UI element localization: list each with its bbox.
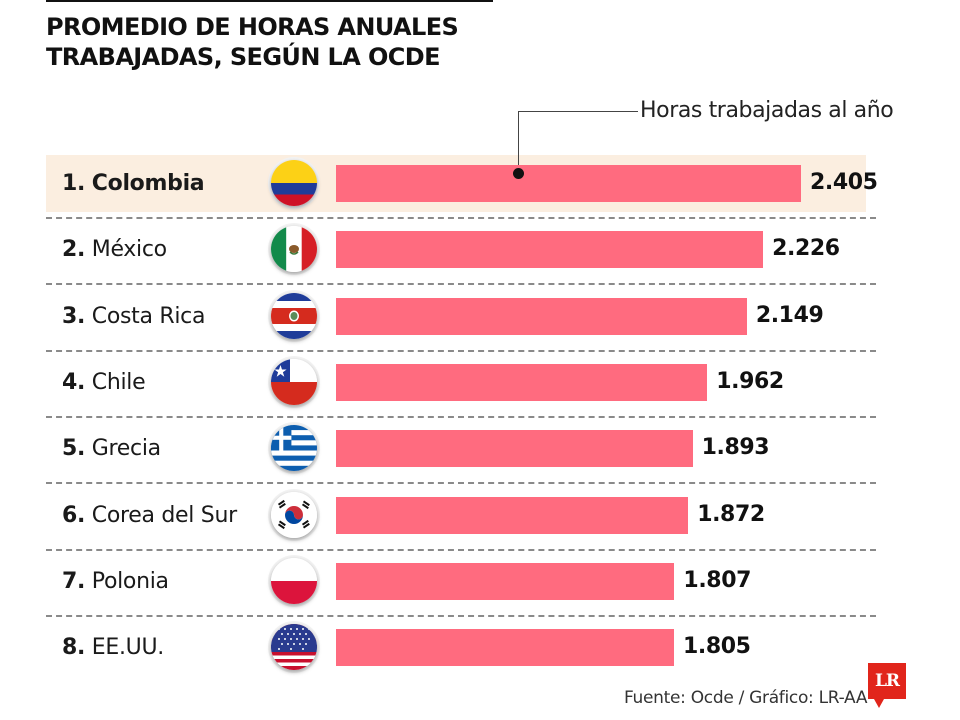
title-line-2: TRABAJADAS, SEGÚN LA OCDE: [46, 43, 441, 71]
row-divider: [46, 283, 876, 286]
rank-number: 4.: [62, 369, 86, 395]
country-name: EE.UU.: [91, 635, 165, 661]
row-divider: [46, 548, 876, 551]
legend-leader-horizontal: [518, 111, 638, 112]
bar: [336, 363, 708, 401]
top-rule: [46, 0, 493, 2]
rank-number: 7.: [62, 568, 86, 594]
rank-number: 3.: [62, 303, 86, 329]
value-label: 2.226: [772, 236, 840, 262]
value-label: 2.405: [810, 170, 878, 195]
country-label: 6. Corea del Sur: [62, 501, 237, 531]
poland-flag-icon: [271, 557, 317, 604]
country-label: 8. EE.UU.: [62, 633, 164, 663]
south-korea-flag-icon: [271, 491, 317, 538]
country-name: Grecia: [91, 436, 161, 462]
country-label: 1. Colombia: [62, 169, 205, 199]
rank-number: 8.: [62, 635, 86, 661]
country-name: Costa Rica: [91, 303, 206, 329]
bar: [336, 165, 801, 202]
country-label: 4. Chile: [62, 368, 146, 398]
country-name: Corea del Sur: [91, 502, 237, 528]
bar: [336, 430, 693, 468]
country-name: México: [91, 237, 167, 263]
legend-leader-dot: [513, 168, 524, 179]
source-note: Fuente: Ocde / Gráfico: LR-AA: [624, 688, 868, 708]
mexico-flag-icon: [271, 226, 317, 273]
row-divider: [46, 217, 876, 219]
usa-flag-icon: [271, 624, 317, 671]
value-label: 1.805: [683, 634, 751, 660]
row-divider: [46, 349, 876, 352]
bar: [336, 231, 764, 269]
country-label: 7. Polonia: [62, 567, 169, 597]
value-label: 1.893: [701, 435, 770, 461]
bar: [336, 297, 747, 335]
legend-label: Horas trabajadas al año: [640, 98, 894, 123]
country-name: Polonia: [91, 568, 169, 594]
chile-flag-icon: [271, 358, 317, 405]
bar: [336, 562, 675, 600]
country-label: 2. México: [62, 235, 167, 265]
country-name: Chile: [91, 369, 146, 395]
rank-number: 1.: [62, 171, 86, 196]
lr-logo-tail: [874, 699, 884, 708]
value-label: 1.807: [683, 567, 752, 593]
country-label: 5. Grecia: [62, 434, 161, 464]
value-label: 1.962: [716, 368, 784, 394]
legend-leader-vertical: [518, 111, 519, 173]
chart-title: PROMEDIO DE HORAS ANUALES TRABAJADAS, SE…: [46, 12, 459, 72]
country-name: Colombia: [91, 171, 205, 196]
bar: [336, 496, 689, 534]
lr-logo: LR: [868, 663, 906, 699]
row-divider: [46, 415, 876, 418]
country-label: 3. Costa Rica: [62, 302, 205, 332]
rank-number: 2.: [62, 237, 86, 263]
title-line-1: PROMEDIO DE HORAS ANUALES: [46, 13, 459, 41]
row-divider: [46, 482, 876, 485]
value-label: 1.872: [697, 501, 765, 527]
greece-flag-icon: [271, 425, 317, 472]
row-divider: [46, 614, 876, 617]
rank-number: 6.: [62, 502, 86, 528]
value-label: 2.149: [755, 302, 824, 328]
colombia-flag-icon: [271, 160, 317, 206]
costa-rica-flag-icon: [271, 292, 317, 339]
rank-number: 5.: [62, 436, 86, 462]
bar: [336, 629, 674, 667]
